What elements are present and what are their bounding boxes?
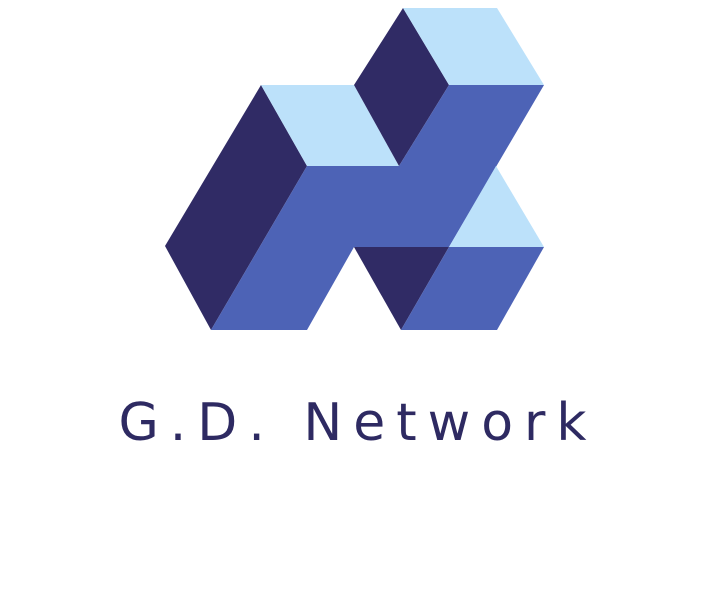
logo-right-top-face [403, 8, 544, 85]
logo-left-top-face [261, 85, 399, 166]
isometric-cubes-n-logo-icon [165, 8, 544, 330]
logo-bottom-right-side-face [354, 247, 449, 330]
logo-left-side-face [165, 85, 307, 330]
brand-name: G.D. Network [118, 393, 598, 453]
logo-bottom-right-top-face [449, 166, 544, 247]
logo-bottom-right-front-face [401, 247, 544, 330]
logo-diagonal-band [211, 85, 544, 330]
logo-right-top-side-face [354, 8, 449, 166]
